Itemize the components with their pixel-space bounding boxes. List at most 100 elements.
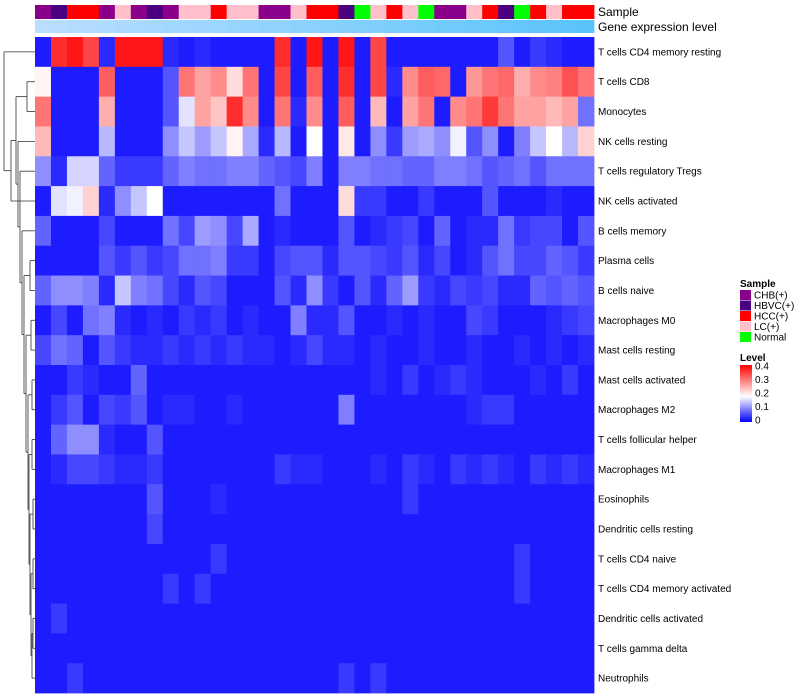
heatmap-cell bbox=[514, 394, 531, 426]
heatmap-cell bbox=[146, 454, 164, 485]
heatmap-cell bbox=[450, 186, 467, 217]
heatmap-cell bbox=[466, 543, 483, 575]
heatmap-cell bbox=[370, 454, 387, 485]
heatmap-cell bbox=[130, 484, 148, 515]
heatmap-cell bbox=[242, 186, 259, 217]
heatmap-cell bbox=[562, 215, 579, 247]
heatmap-cell bbox=[482, 96, 499, 127]
sample-annotation-cell bbox=[82, 5, 100, 19]
heatmap-cell bbox=[578, 454, 595, 485]
heatmap-cell bbox=[130, 454, 148, 485]
heatmap-cell bbox=[290, 245, 307, 276]
heatmap-cell bbox=[498, 215, 515, 247]
heatmap-cell bbox=[290, 186, 307, 217]
heatmap-cell bbox=[322, 37, 339, 68]
heatmap-cell bbox=[466, 394, 483, 426]
heatmap-cell bbox=[402, 305, 419, 336]
heatmap-cell bbox=[530, 454, 547, 485]
heatmap-cell bbox=[354, 514, 371, 545]
heatmap-cell bbox=[514, 543, 531, 575]
heatmap-cell bbox=[194, 335, 212, 366]
heatmap-cell bbox=[546, 335, 563, 366]
sample-annotation-cell bbox=[35, 5, 52, 19]
heatmap-cell bbox=[290, 37, 307, 68]
heatmap-cell bbox=[114, 663, 132, 694]
level-annotation-cell bbox=[450, 20, 467, 33]
heatmap-cell bbox=[354, 96, 371, 127]
heatmap-cell bbox=[354, 305, 371, 336]
heatmap-cell bbox=[290, 275, 307, 306]
heatmap-cell bbox=[402, 424, 419, 455]
heatmap-cell bbox=[482, 156, 499, 187]
heatmap-cell bbox=[210, 66, 228, 98]
heatmap-cell bbox=[482, 454, 499, 485]
heatmap-cell bbox=[178, 335, 196, 366]
heatmap-cell bbox=[562, 543, 579, 575]
heatmap-cell bbox=[434, 663, 451, 694]
heatmap-cell bbox=[114, 186, 132, 217]
heatmap-cell bbox=[98, 335, 116, 366]
heatmap-cell bbox=[514, 573, 531, 604]
heatmap-cell bbox=[402, 66, 419, 98]
heatmap-cell bbox=[386, 66, 403, 98]
heatmap-cell bbox=[274, 603, 291, 634]
heatmap-cell bbox=[242, 424, 259, 455]
heatmap-cell bbox=[450, 305, 467, 336]
heatmap-cell bbox=[530, 305, 547, 336]
heatmap-cell bbox=[50, 633, 68, 664]
heatmap-cell bbox=[450, 603, 467, 634]
heatmap-cell bbox=[258, 126, 275, 157]
heatmap-cell bbox=[562, 424, 579, 455]
heatmap-cell bbox=[434, 66, 451, 98]
heatmap-cell bbox=[450, 245, 467, 276]
heatmap-cell bbox=[258, 394, 275, 426]
heatmap-cell bbox=[450, 514, 467, 545]
heatmap-cell bbox=[386, 215, 403, 247]
heatmap-cell bbox=[114, 365, 132, 396]
heatmap-cell bbox=[290, 484, 307, 515]
heatmap-cell bbox=[530, 126, 547, 157]
heatmap-cell bbox=[466, 126, 483, 157]
heatmap-cell bbox=[466, 484, 483, 515]
heatmap-cell bbox=[98, 543, 116, 575]
heatmap-cell bbox=[98, 305, 116, 336]
heatmap-cell bbox=[98, 424, 116, 455]
heatmap-cell bbox=[66, 365, 84, 396]
heatmap-cell bbox=[306, 245, 323, 276]
heatmap-cell bbox=[418, 37, 435, 68]
heatmap-cell bbox=[162, 424, 180, 455]
heatmap-cell bbox=[370, 573, 387, 604]
sample-legend-title: Sample bbox=[740, 279, 776, 290]
heatmap-cell bbox=[210, 37, 228, 68]
row-dendrogram bbox=[3, 51, 35, 679]
heatmap-cell bbox=[82, 126, 100, 157]
heatmap-cell bbox=[114, 66, 132, 98]
heatmap-cell bbox=[578, 126, 595, 157]
heatmap-cell bbox=[562, 126, 579, 157]
sample-legend-label: HCC(+) bbox=[754, 312, 788, 323]
heatmap-cell bbox=[546, 275, 563, 306]
heatmap-cell bbox=[35, 335, 52, 366]
sample-annotation-cell bbox=[578, 5, 595, 19]
heatmap-cell bbox=[546, 663, 563, 694]
heatmap-cell bbox=[98, 66, 116, 98]
heatmap-cell bbox=[162, 275, 180, 306]
sample-annotation-cell bbox=[562, 5, 579, 19]
heatmap-cell bbox=[482, 424, 499, 455]
heatmap-cell bbox=[402, 484, 419, 515]
heatmap-cell bbox=[418, 156, 435, 187]
sample-annotation-cell bbox=[290, 5, 307, 19]
level-annotation-cell bbox=[498, 20, 515, 33]
heatmap-cell bbox=[162, 305, 180, 336]
heatmap-cell bbox=[338, 633, 355, 664]
sample-annotation-cell bbox=[210, 5, 228, 19]
heatmap-cell bbox=[418, 365, 435, 396]
heatmap-cell bbox=[578, 543, 595, 575]
sample-annotation-cell bbox=[530, 5, 547, 19]
heatmap-cell bbox=[338, 394, 355, 426]
heatmap-cell bbox=[546, 186, 563, 217]
heatmap-cell bbox=[434, 365, 451, 396]
heatmap-cell bbox=[290, 603, 307, 634]
heatmap-cell bbox=[306, 126, 323, 157]
heatmap-cell bbox=[130, 424, 148, 455]
